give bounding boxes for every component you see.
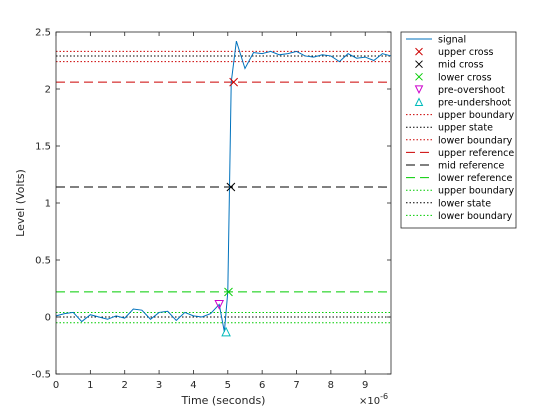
legend-label: lower boundary [438,211,513,222]
legend-label: pre-undershoot [438,98,511,109]
legend-label: signal [438,35,466,46]
legend-swatch [415,60,423,69]
y-tick-label: 1 [45,199,51,210]
legend-item: upper reference [406,148,514,159]
legend-item: signal [406,35,466,46]
legend-item: lower reference [406,173,513,184]
plot-area [55,31,392,375]
legend-item: lower boundary [406,135,513,146]
y-axis-ticks: -0.5 0 0.5 1 1.5 2 2.5 [31,28,391,381]
legend-label: mid reference [438,161,504,172]
marker [221,326,231,337]
y-tick-label: -0.5 [31,370,51,381]
legend-item: lower state [406,198,491,209]
legend-label: lower cross [438,72,492,83]
legend-swatch [414,97,424,106]
legend-label: pre-overshoot [438,85,505,96]
x-tick-label: 4 [190,380,196,391]
y-tick-label: 1.5 [35,142,51,153]
marker [224,287,233,297]
x-tick-label: 3 [156,380,162,391]
legend-item: mid cross [415,60,484,71]
legend-label: lower reference [438,173,513,184]
x-axis-exponent-power: -6 [380,392,388,401]
x-axis-label: Time (seconds) [181,394,266,407]
legend-label: upper state [438,123,493,134]
legend-label: lower boundary [438,135,513,146]
x-axis-exponent-base: ×10 [359,396,380,407]
y-tick-label: 2.5 [35,28,51,39]
marker [229,77,238,87]
legend-swatch [415,72,423,81]
legend-label: upper cross [438,47,494,58]
x-tick-label: 0 [53,380,59,391]
legend-item: lower boundary [406,211,513,222]
x-axis-exponent: ×10-6 [359,392,388,407]
legend-label: mid cross [438,60,484,71]
y-tick-label: 0.5 [35,256,51,267]
series-lines [55,40,392,332]
legend-item: mid reference [406,161,504,172]
legend-item: upper boundary [406,110,514,121]
legend-item: upper cross [415,47,494,58]
y-axis-label: Level (Volts) [14,169,27,237]
legend-item: upper state [406,123,493,134]
series-line-signal [55,40,392,332]
legend-item: pre-overshoot [414,85,505,96]
x-tick-label: 7 [293,380,299,391]
y-tick-label: 0 [45,313,51,324]
legend-item: pre-undershoot [414,97,511,109]
legend-label: upper boundary [438,186,514,197]
x-tick-label: 9 [362,380,368,391]
legend-label: lower state [438,198,491,209]
markers [214,77,238,337]
legend-item: lower cross [415,72,492,83]
legend-item: upper boundary [406,186,514,197]
marker [214,299,225,310]
legend-swatch [415,47,423,56]
legend-label: upper boundary [438,110,514,121]
x-tick-label: 5 [225,380,231,391]
x-tick-label: 2 [122,380,128,391]
x-tick-label: 1 [87,380,93,391]
legend-label: upper reference [438,148,514,159]
x-tick-label: 6 [259,380,265,391]
x-axis-ticks: 0 1 2 3 4 5 6 7 8 9 [53,32,368,391]
plot-background [56,32,391,374]
marker [226,182,236,192]
legend-swatch [414,85,424,95]
y-tick-label: 2 [45,85,51,96]
x-tick-label: 8 [328,380,334,391]
